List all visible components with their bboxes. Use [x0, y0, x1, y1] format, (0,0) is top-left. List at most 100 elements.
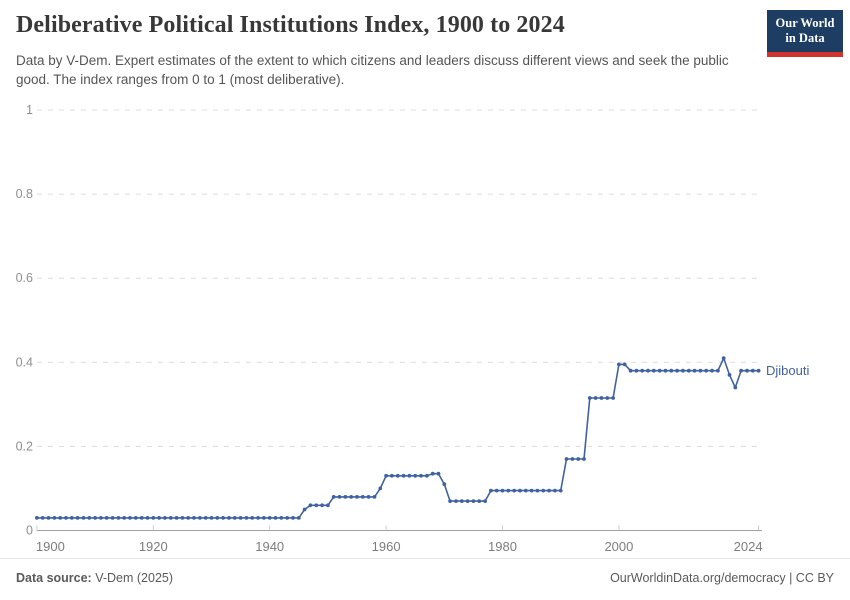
data-point-marker [582, 457, 586, 461]
data-point-marker [599, 396, 604, 400]
owid-logo[interactable]: Our World in Data [767, 10, 843, 57]
data-point-marker [331, 495, 336, 499]
data-point-marker [477, 499, 482, 503]
data-point-marker [157, 516, 162, 520]
x-axis-tick-label: 1940 [255, 539, 284, 554]
data-point-marker [110, 516, 115, 520]
data-point-marker [489, 488, 493, 493]
data-point-marker [250, 516, 255, 520]
data-point-marker [366, 495, 371, 499]
data-point-marker [657, 368, 662, 373]
data-source-label: Data source: [16, 571, 92, 585]
data-point-marker [133, 516, 138, 520]
data-point-marker [81, 516, 86, 520]
data-point-marker [337, 495, 342, 499]
data-point-marker [104, 516, 109, 520]
data-point-marker [430, 471, 435, 476]
data-point-marker [710, 368, 714, 373]
data-point-marker [558, 488, 563, 493]
data-point-marker [267, 516, 272, 520]
citation-link[interactable]: OurWorldinData.org/democracy | CC BY [610, 571, 834, 585]
data-point-marker [634, 368, 639, 373]
data-point-marker [727, 373, 732, 377]
data-point-marker [506, 488, 511, 493]
owid-logo-line1: Our World [775, 16, 835, 30]
data-point-marker [372, 495, 377, 499]
data-point-marker [425, 473, 429, 478]
y-axis-tick-label: 0 [26, 524, 33, 538]
data-point-marker [611, 396, 615, 400]
data-point-marker [622, 362, 627, 367]
data-point-marker [87, 516, 92, 520]
data-point-marker [459, 499, 464, 503]
data-point-marker [262, 516, 266, 520]
data-point-marker [244, 516, 249, 520]
data-point-marker [227, 516, 231, 520]
data-point-marker [483, 499, 487, 503]
y-axis-tick-label: 0.2 [16, 439, 33, 453]
data-point-marker [529, 488, 534, 493]
data-point-marker [750, 368, 755, 373]
y-axis-tick-label: 0.4 [16, 355, 33, 369]
data-source-value[interactable]: V-Dem (2025) [95, 571, 174, 585]
data-point-marker [296, 516, 301, 520]
owid-logo-line2: in Data [785, 31, 825, 46]
data-point-marker [564, 457, 569, 461]
data-point-marker [238, 516, 243, 520]
data-point-marker [116, 516, 121, 520]
data-point-marker [203, 516, 208, 520]
data-point-marker [605, 396, 610, 400]
data-point-marker [518, 488, 522, 493]
data-point-marker [163, 516, 167, 520]
data-point-marker [721, 356, 726, 360]
data-point-marker [698, 368, 703, 373]
series-label-djibouti[interactable]: Djibouti [766, 363, 809, 378]
chart-subtitle: Data by V-Dem. Expert estimates of the e… [16, 53, 729, 87]
data-point-marker [349, 495, 354, 499]
data-point-marker [651, 368, 656, 373]
data-point-marker [436, 471, 441, 476]
data-point-marker [273, 516, 278, 520]
data-point-marker [686, 368, 691, 373]
data-point-marker [523, 488, 528, 493]
data-point-marker [553, 488, 557, 493]
x-axis-tick-label: 1920 [139, 539, 168, 554]
data-point-marker [122, 516, 127, 520]
x-axis-tick-label: 1900 [36, 539, 65, 554]
data-point-marker [448, 499, 452, 503]
chart-canvas[interactable]: 0 0.2 0.4 0.6 0.8 1 1900 1920 1940 1960 1980 2000 20… [0, 96, 850, 558]
data-point-marker [419, 473, 423, 478]
data-point-marker [198, 516, 202, 520]
x-axis-tick-label: 1960 [372, 539, 401, 554]
data-point-marker [395, 473, 400, 478]
y-axis-tick-label: 1 [26, 103, 33, 117]
data-point-marker [326, 503, 330, 508]
data-point-marker [471, 499, 476, 503]
data-source-note: Data source: V-Dem (2025) [16, 571, 173, 585]
data-point-marker [320, 503, 324, 508]
data-point-marker [151, 516, 156, 520]
data-point-marker [93, 516, 97, 520]
data-point-marker [716, 368, 720, 373]
data-point-marker [128, 516, 132, 520]
data-point-marker [500, 488, 505, 493]
owid-logo-text: Our World in Data [767, 10, 843, 52]
data-point-marker [454, 499, 458, 503]
data-point-marker [442, 482, 447, 487]
data-point-marker [215, 516, 220, 520]
x-axis-tick-label: 2000 [604, 539, 633, 554]
data-point-marker [692, 368, 697, 373]
data-point-marker [40, 516, 45, 520]
x-axis-tick-label: 1980 [488, 539, 517, 554]
data-point-marker [570, 457, 575, 461]
data-point-marker [669, 368, 674, 373]
data-point-marker [221, 516, 226, 520]
data-point-marker [232, 516, 237, 520]
data-point-marker [360, 495, 365, 499]
data-point-marker [704, 368, 709, 373]
data-point-marker [465, 499, 470, 503]
data-point-marker [209, 516, 214, 520]
data-point-marker [58, 516, 63, 520]
chart-line-djibouti [36, 357, 760, 519]
